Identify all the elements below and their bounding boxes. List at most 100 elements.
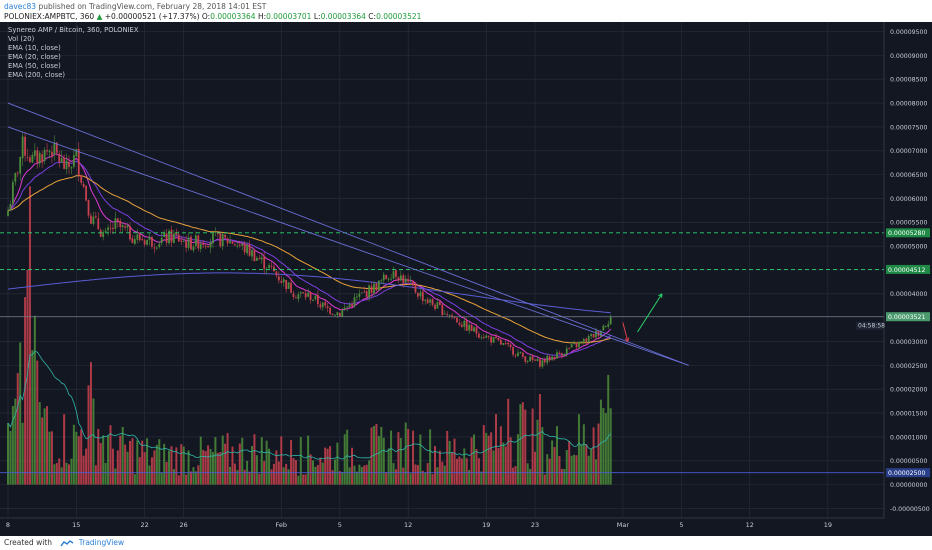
y-tick-label: 0.00001500 [890,410,927,417]
volume-bar [582,424,585,485]
candle-body [351,303,353,307]
candle-body [453,317,456,318]
candle-body [517,352,519,357]
candle-body [373,283,375,294]
candle-body [319,304,322,308]
candle-body [136,234,139,240]
volume-bar [272,463,275,485]
volume-bar [58,458,61,485]
candle-body [219,233,222,247]
volume-bar [509,437,512,485]
candle-body [53,142,56,155]
candle-body [277,276,280,281]
candle-body [585,338,588,342]
candle-body [360,292,363,294]
y-tick-label: 0.00001000 [890,434,927,441]
candle-body [121,225,124,228]
volume-bar [482,425,485,485]
volume-bar [538,394,541,485]
legend-item-ema50[interactable]: EMA (50, close) [8,62,61,70]
tradingview-logo-icon [60,539,74,546]
volume-bar [516,434,519,485]
candle-body [531,356,534,360]
publish-header: davec83 published on TradingView.com, Fe… [0,0,932,22]
volume-bar [187,450,190,485]
candle-body [521,352,524,357]
tradingview-brand-link[interactable]: TradingView [78,538,125,547]
volume-bar [324,447,327,485]
chart[interactable]: 0.00009500 0.00009000 0.00008500 0.00008000… [0,22,932,536]
volume-bar [473,434,476,485]
volume-bar [551,440,554,485]
candle-body [185,241,188,248]
candle-body [163,232,166,237]
volume-bar [460,458,463,485]
candle-body [260,257,263,260]
candle-body [243,243,246,253]
candle-body [177,234,180,242]
volume-bar [21,422,24,485]
candle-body [551,356,554,360]
candle-body [124,226,127,228]
candle-body [180,240,183,242]
candle-body [365,291,368,297]
volume-bar [565,450,568,485]
green-arrow [637,293,663,333]
volume-bar [233,463,236,485]
volume-bar [285,463,288,485]
candle-body [507,342,510,345]
candle-body [70,167,73,169]
candle-body [409,280,412,282]
candle-body [170,229,173,243]
candle-body [363,291,366,293]
volume-bar [502,442,505,485]
candle-body [565,348,568,355]
volume-bar [446,430,449,485]
author-link[interactable]: davec83 [4,2,37,11]
candle-body [492,337,495,343]
legend-item-volume[interactable]: Vol (20) [8,35,35,43]
volume-bar [119,435,122,485]
candle-body [226,238,229,244]
volume-bar [258,473,261,485]
volume-bar [531,408,534,485]
volume-bar [297,475,300,485]
candle-body [424,299,427,301]
volume-bar [182,446,185,485]
volume-bar [287,469,290,485]
volume-bar [392,463,395,485]
volume-bar [363,465,366,485]
legend-title[interactable]: Synereo AMP / Bitcoin, 360, POLONIEX [8,26,139,34]
candle-body [595,330,597,338]
volume-bar [575,455,578,485]
candle-body [251,250,253,257]
candle-body [480,337,483,339]
volume-bar [595,459,598,485]
candle-body [482,337,485,339]
volume-bar [495,414,497,485]
candle-body [287,282,290,289]
high-label: H: [257,12,267,21]
candle-body [7,210,9,217]
candle-body [24,136,26,156]
volume-bar [136,440,139,485]
candle-body [299,292,302,294]
candle-body [451,315,453,317]
candle-body [514,355,517,357]
candle-body [138,233,141,241]
candle-body [604,326,607,327]
candle-body [495,336,497,338]
legend-item-ema20[interactable]: EMA (20, close) [8,53,61,61]
volume-bar [397,432,400,485]
candle-body [292,293,295,297]
legend-item-ema200[interactable]: EMA (200, close) [8,71,66,79]
volume-bar [9,430,12,485]
volume-bar [202,449,205,485]
green-arrow-head [658,293,663,298]
volume-bar [31,350,34,485]
candle-body [258,258,261,260]
candle-body [338,312,341,317]
close-label: C: [368,12,377,21]
legend-item-ema10[interactable]: EMA (10, close) [8,44,61,52]
candle-body [141,239,144,241]
